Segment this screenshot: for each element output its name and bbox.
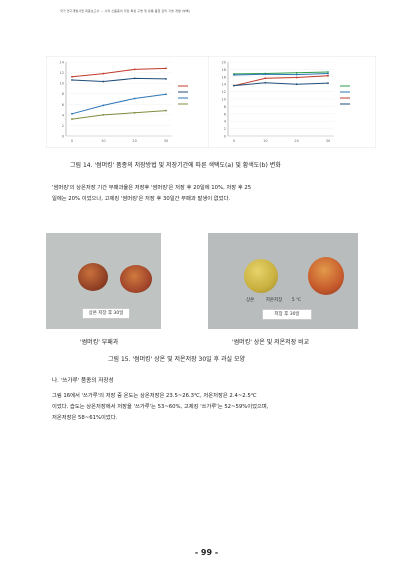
- y-tick-label: 2: [224, 127, 226, 131]
- photo-rotten-fruit: 상온 저장 후 30일: [46, 233, 161, 329]
- series-2-point: [233, 74, 235, 76]
- y-tick-label: 6: [224, 112, 226, 116]
- y-tick-label: 4: [224, 120, 227, 124]
- series-4-point: [233, 84, 235, 87]
- chart-frame: [46, 56, 214, 148]
- x-tick-label: 20: [132, 139, 136, 143]
- paragraph-2-line-1: 그림 16에서 '쓰가루'의 저장 중 온도는 상온저장은 23.5~26.3℃…: [52, 393, 257, 399]
- figure-14-caption: 그림 14. '썸머킹' 품종의 저장방법 및 저장기간에 따른 색택도(a) …: [70, 162, 281, 169]
- paragraph-2-line-2: 이었다. 습도는 상온저장에서 저장을 '쓰가루'는 53~60%, 고제킹 '…: [52, 404, 269, 410]
- series-line-4: [71, 110, 167, 120]
- series-4-point: [133, 111, 136, 114]
- series-2-point: [71, 79, 73, 81]
- series-2-point: [133, 77, 136, 80]
- series-1-point: [295, 71, 298, 74]
- y-tick-label: 12: [60, 71, 64, 75]
- y-tick-label: 18: [222, 68, 226, 72]
- figure-15-caption: 그림 15. '썸머킹' 상온 및 저온저장 30일 후 과실 모양: [108, 356, 246, 363]
- series-2-point: [102, 80, 105, 83]
- series-line-4: [233, 82, 329, 87]
- y-tick-label: 16: [222, 75, 226, 79]
- series-2-point: [264, 73, 267, 76]
- series-line-1: [71, 67, 167, 78]
- apple-rotten-1: [78, 263, 108, 291]
- y-tick-label: 6: [62, 103, 64, 107]
- section-heading: 나. '쓰가루' 품종의 저장성: [52, 378, 114, 384]
- y-tick-label: 14: [222, 83, 227, 87]
- series-1-point: [102, 72, 105, 75]
- photo-labels-right: 상온 저온저장 5 ℃: [246, 296, 330, 305]
- paragraph-2: 그림 16에서 '쓰가루'의 저장 중 온도는 상온저장은 23.5~26.3℃…: [52, 391, 364, 424]
- series-line-2: [71, 77, 167, 83]
- paragraph-1-line-1: '썸머킹'의 상온저장 기간 부패과율은 저장후 '썸머킹'은 저장 후 20일…: [52, 185, 252, 191]
- series-line-1: [233, 71, 329, 75]
- series-4-point: [102, 113, 105, 116]
- apple-room-temp: [244, 259, 278, 293]
- series-4-point: [165, 109, 167, 112]
- y-tick-label: 8: [62, 92, 64, 96]
- chart-frame: [208, 56, 376, 148]
- apple-rotten-2: [120, 265, 152, 293]
- paragraph-1: '썸머킹'의 상온저장 기간 부패과율은 저장후 '썸머킹'은 저장 후 20일…: [52, 183, 364, 205]
- chart-panel-b: 20 18 16 14 12 10 8 6 4 2 0 0 10 20 30: [208, 56, 376, 148]
- y-tick-label: 8: [224, 105, 226, 109]
- series-3-point: [71, 112, 73, 115]
- y-tick-label: 10: [60, 82, 64, 86]
- y-tick-label: 2: [62, 124, 64, 128]
- running-header: 국가 연구개발사업 최종보고서 — 사과 신품종의 저장 특성 구명 및 유통 …: [60, 9, 191, 13]
- series-1-point: [133, 68, 136, 71]
- paragraph-1-line-2: 일에는 20% 이었으나, 고제킹 '썸머킹'은 저장 후 30일간 부패과 발…: [52, 196, 231, 202]
- x-tick-label: 10: [101, 139, 105, 143]
- series-3-point: [295, 76, 298, 79]
- series-3-point: [165, 93, 167, 96]
- chart-panel-a: 14 12 10 8 6 4 2 0 0 10 20 30: [46, 56, 214, 148]
- label-temp: 5 ℃: [291, 298, 302, 303]
- series-1-point: [327, 71, 329, 73]
- label-room: 상온: [246, 298, 255, 303]
- photo-left-caption: '썸머킹' 부패과: [80, 339, 119, 346]
- x-tick-label: 0: [233, 139, 235, 143]
- paragraph-2-line-3: 저온저장은 58~61%이었다.: [52, 415, 118, 421]
- series-4-point: [295, 83, 298, 86]
- x-tick-label: 20: [294, 139, 298, 143]
- series-3-point: [102, 104, 105, 107]
- series-3-point: [264, 77, 267, 80]
- photo-right-caption: '썸머킹' 상온 및 저온저장 비교: [232, 339, 310, 346]
- series-4-point: [327, 82, 329, 84]
- label-cold: 저온저장: [265, 298, 283, 303]
- series-4-point: [71, 118, 73, 120]
- photo-storage-compare: 상온 저온저장 5 ℃ 저장 후 30일: [208, 233, 358, 329]
- series-line-2: [233, 72, 329, 76]
- photo-card-right: 저장 후 30일: [262, 309, 312, 320]
- series-line-3: [71, 93, 167, 115]
- y-tick-label: 14: [60, 61, 65, 65]
- x-tick-label: 0: [71, 139, 73, 143]
- x-tick-label: 10: [263, 139, 267, 143]
- page-number: - 99 -: [194, 548, 219, 557]
- y-tick-label: 0: [62, 135, 64, 139]
- y-tick-label: 20: [222, 61, 226, 65]
- y-tick-label: 4: [62, 113, 65, 117]
- apple-cold-storage: [308, 257, 344, 295]
- series-2-point: [165, 78, 167, 80]
- series-4-point: [264, 81, 267, 84]
- series-3-point: [327, 74, 329, 77]
- photo-card-left: 상온 저장 후 30일: [82, 308, 130, 319]
- series-2-point: [295, 73, 298, 76]
- series-2-point: [327, 72, 329, 75]
- series-1-point: [71, 75, 73, 78]
- series-line-3: [233, 75, 329, 87]
- y-tick-label: 10: [222, 98, 226, 102]
- y-tick-label: 12: [222, 90, 226, 94]
- series-3-point: [133, 97, 136, 100]
- x-tick-label: 30: [164, 139, 168, 143]
- series-1-point: [165, 67, 167, 70]
- y-tick-label: 0: [224, 135, 226, 139]
- x-tick-label: 30: [326, 139, 330, 143]
